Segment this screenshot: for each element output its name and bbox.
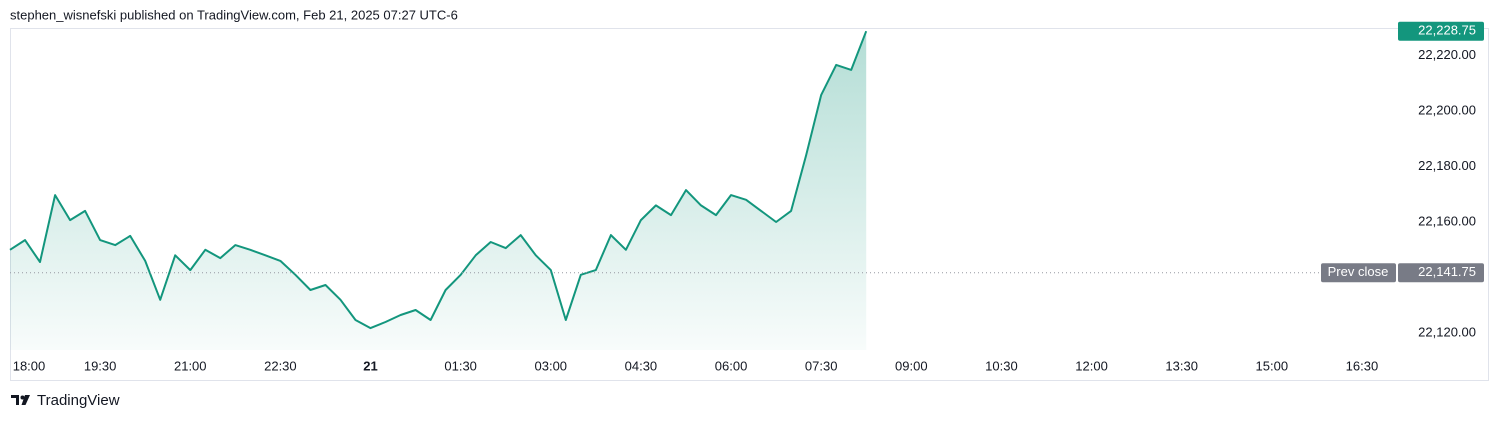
prev-close-name: Prev close [1328, 264, 1389, 279]
prev-close-value-box [1398, 263, 1484, 283]
y-tick-label: 22,160.00 [1418, 213, 1476, 228]
footer: TradingView [37, 392, 120, 409]
x-tick-label: 21 [363, 358, 377, 373]
x-tick-label: 19:30 [84, 358, 117, 373]
x-tick-label: 12:00 [1075, 358, 1108, 373]
last-price-value: 22,228.75 [1418, 23, 1476, 38]
y-tick-label: 22,180.00 [1418, 158, 1476, 173]
x-tick-label: 03:00 [535, 358, 568, 373]
footer-logo [11, 395, 30, 405]
y-tick-label: 22,220.00 [1418, 47, 1476, 62]
y-tick-label: 22,200.00 [1418, 102, 1476, 117]
x-tick-label: 22:30 [264, 358, 297, 373]
x-tick-label: 06:00 [715, 358, 748, 373]
price-line [9, 30, 868, 330]
last-price-box [1398, 21, 1484, 41]
x-tick-label: 15:00 [1256, 358, 1289, 373]
chart-frame [10, 28, 1489, 381]
x-tick-label: 16:30 [1346, 358, 1379, 373]
x-tick-label: 09:00 [895, 358, 928, 373]
x-tick-label: 07:30 [805, 358, 838, 373]
x-tick-label: 10:30 [985, 358, 1018, 373]
header: stephen_wisnefski published on TradingVi… [10, 7, 458, 22]
prev-close-name-box [1321, 263, 1396, 283]
x-tick-label: 01:30 [444, 358, 477, 373]
y-tick-label: 22,120.00 [1418, 325, 1476, 340]
x-tick-label: 04:30 [625, 358, 658, 373]
x-tick-label: 18:00 [13, 358, 46, 373]
x-tick-label: 21:00 [174, 358, 207, 373]
area [10, 31, 867, 350]
x-tick-label: 13:30 [1165, 358, 1198, 373]
prev-close-value: 22,141.75 [1418, 264, 1476, 279]
